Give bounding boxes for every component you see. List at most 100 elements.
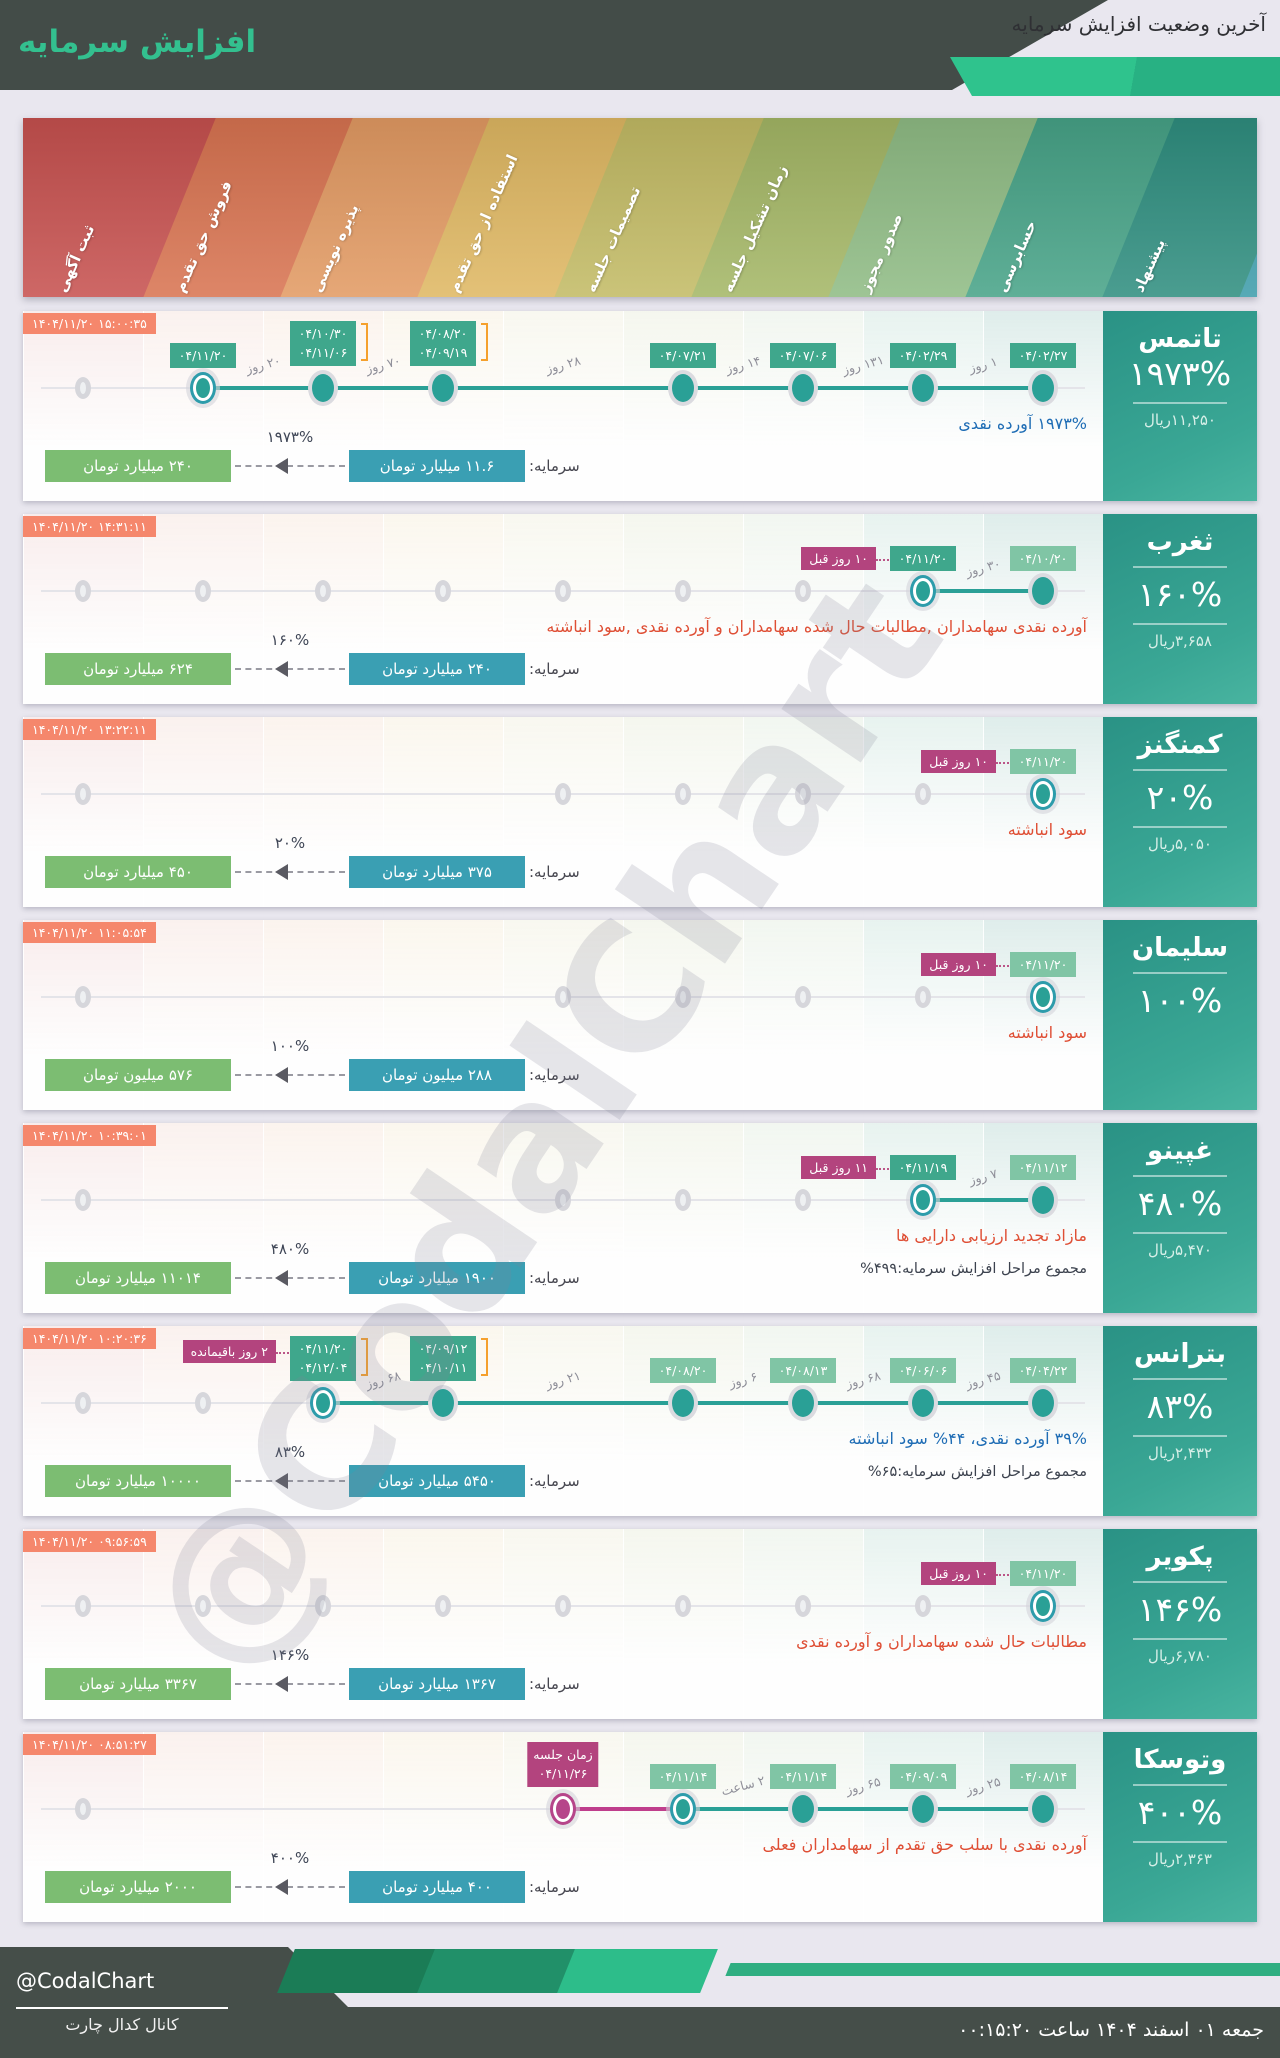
footer-parallelogram (277, 1949, 438, 1993)
date-badge: ۰۴/۰۸/۱۳ (770, 1358, 836, 1384)
company-name: کمنگنز (1137, 730, 1223, 760)
stage-dot-inactive (195, 1392, 211, 1414)
countdown-badge: ۱۰ روز قبل (921, 750, 1009, 773)
left-arrow-icon (275, 1879, 288, 1895)
company-cards: ۱۴۰۴/۱۱/۲۰ ۱۵:۰۰:۳۵ ۲۰ روز ۷۰ روز ۲۸ روز ۱۴… (23, 311, 1257, 1935)
total-stages-text: مجموع مراحل افزایش سرمایه:۴۹۹% (860, 1261, 1087, 1277)
stage-dot-inactive (75, 1595, 91, 1617)
stage-dot-done (1032, 577, 1054, 605)
stage-dot-done (1032, 1795, 1054, 1823)
date-badge: ۰۴/۰۴/۲۲ (1010, 1358, 1076, 1384)
capital-increase-percent: ۱۶۰% (270, 631, 310, 649)
new-capital-badge: ۴۵۰ میلیارد تومان (45, 856, 231, 888)
date-badge: ۰۴/۰۷/۲۱ (650, 343, 716, 369)
stage-dot-inactive (795, 986, 811, 1008)
footer-date: جمعه ۰۱ اسفند ۱۴۰۴ ساعت ۰۰:۱۵:۲۰ (958, 2019, 1264, 2041)
stage-column (743, 514, 863, 704)
timeline-line (923, 589, 1043, 593)
new-capital-badge: ۲۴۰ میلیارد تومان (45, 450, 231, 482)
header: افزایش سرمایه آخرین وضعیت افزایش سرمایه (0, 0, 1280, 96)
stage-columns (23, 1123, 1103, 1313)
total-stages-text: مجموع مراحل افزایش سرمایه:۶۵% (867, 1464, 1087, 1480)
bracket-icon (361, 1338, 368, 1376)
update-timestamp-badge: ۱۴۰۴/۱۱/۲۰ ۱۱:۰۵:۵۴ (23, 922, 156, 943)
company-name: پکویر (1146, 1542, 1214, 1572)
stage-dot-inactive (195, 1595, 211, 1617)
stage-column (863, 920, 983, 1110)
stage-dot-inactive (195, 580, 211, 602)
date-badge: ۰۴/۰۲/۲۷ (1010, 343, 1076, 369)
panel-divider (1133, 1841, 1227, 1843)
stage-column (863, 1529, 983, 1719)
panel-divider (1133, 826, 1227, 828)
company-percent: ۱۶۰% (1137, 575, 1223, 614)
stage-banner: ثبت آگهی فروش حق تقدم پذیره نویسی استفاده ا… (23, 118, 1257, 297)
stage-dot-current (193, 375, 213, 401)
stage-column (863, 717, 983, 907)
capital-label: سرمایه: (529, 660, 580, 678)
panel-divider (1133, 1435, 1227, 1437)
stage-column (983, 1123, 1103, 1313)
company-price: ۵,۰۵۰ریال (1148, 835, 1212, 853)
stage-column (743, 1732, 863, 1922)
stage-dot-inactive (915, 1595, 931, 1617)
panel-divider (1133, 1175, 1227, 1177)
capital-label: سرمایه: (529, 1269, 580, 1287)
stage-dot-done (792, 1795, 814, 1823)
company-panel: غپینو ۴۸۰% ۵,۴۷۰ریال (1103, 1123, 1257, 1313)
capital-label: سرمایه: (529, 863, 580, 881)
company-price: ۶,۷۸۰ریال (1148, 1647, 1212, 1665)
footer-green-bar (725, 1963, 1280, 1976)
date-badge: ۰۴/۱۱/۲۰ ۰۴/۱۲/۰۴ (290, 1336, 356, 1381)
date-badge: ۰۴/۰۷/۰۶ (770, 343, 836, 369)
stage-dot-done (792, 374, 814, 402)
stage-dot-inactive (75, 580, 91, 602)
company-panel: سلیمان ۱۰۰% (1103, 920, 1257, 1110)
update-timestamp-badge: ۱۴۰۴/۱۱/۲۰ ۱۳:۲۲:۱۱ (23, 719, 156, 740)
stage-dot-inactive (675, 580, 691, 602)
stage-column (623, 717, 743, 907)
company-card: ۱۴۰۴/۱۱/۲۰ ۱۰:۲۰:۳۶ ۶۸ روز ۲۱ روز ۶ روز ۶۸ … (23, 1326, 1257, 1516)
capital-increase-percent: ۲۰% (274, 834, 306, 852)
stage-dot-inactive (915, 986, 931, 1008)
stage-column (623, 1732, 743, 1922)
stage-column (863, 1326, 983, 1516)
bracket-icon (481, 323, 488, 361)
company-card: ۱۴۰۴/۱۱/۲۰ ۱۴:۳۱:۱۱ ۳۰ روز ۰۴/۱۱/۲۰ ۱۰ روز… (23, 514, 1257, 704)
footer-channel: کانال کدال چارت (65, 2015, 179, 2034)
stage-column (983, 1732, 1103, 1922)
update-timestamp-badge: ۱۴۰۴/۱۱/۲۰ ۰۹:۵۶:۵۹ (23, 1531, 156, 1552)
stage-column (743, 1326, 863, 1516)
stage-dot-inactive (915, 783, 931, 805)
capital-dashed-line (235, 1074, 345, 1076)
new-capital-badge: ۳۳۶۷ میلیارد تومان (45, 1668, 231, 1700)
timeline-line (923, 1198, 1043, 1202)
stage-dot-inactive (795, 580, 811, 602)
company-name: تاتمس (1138, 324, 1222, 354)
current-capital-badge: ۲۴۰ میلیارد تومان (349, 653, 525, 685)
stage-dot-done (1032, 1389, 1054, 1417)
company-panel: کمنگنز ۲۰% ۵,۰۵۰ریال (1103, 717, 1257, 907)
date-badge: ۰۴/۱۱/۱۴ (650, 1764, 716, 1790)
stage-dot-inactive (555, 1595, 571, 1617)
company-card: ۱۴۰۴/۱۱/۲۰ ۰۸:۵۱:۲۷ ۲ ساعت ۶۵ روز ۲۵ روز زم… (23, 1732, 1257, 1922)
method-text: سود انباشته (1007, 820, 1087, 839)
company-price: ۳,۶۵۸ریال (1148, 632, 1212, 650)
footer: @CodalChart کانال کدال چارت جمعه ۰۱ اسفن… (0, 1947, 1280, 2058)
stage-column (983, 920, 1103, 1110)
stage-dot-meeting (553, 1796, 573, 1822)
stage-column (743, 920, 863, 1110)
stage-dot-done (432, 374, 454, 402)
stage-dot-done (672, 374, 694, 402)
timeline-line (563, 1807, 683, 1811)
stage-dot-done (312, 374, 334, 402)
panel-divider (1133, 623, 1227, 625)
method-text: مطالبات حال شده سهامداران و آورده نقدی (796, 1632, 1087, 1651)
update-timestamp-badge: ۱۴۰۴/۱۱/۲۰ ۱۴:۳۱:۱۱ (23, 516, 156, 537)
panel-divider (1133, 1638, 1227, 1640)
capital-dashed-line (235, 1480, 345, 1482)
current-capital-badge: ۵۴۵۰ میلیارد تومان (349, 1465, 525, 1497)
company-price: ۲,۴۳۲ریال (1148, 1444, 1212, 1462)
capital-label: سرمایه: (529, 457, 580, 475)
countdown-badge: ۲ روز باقیمانده (182, 1340, 290, 1363)
